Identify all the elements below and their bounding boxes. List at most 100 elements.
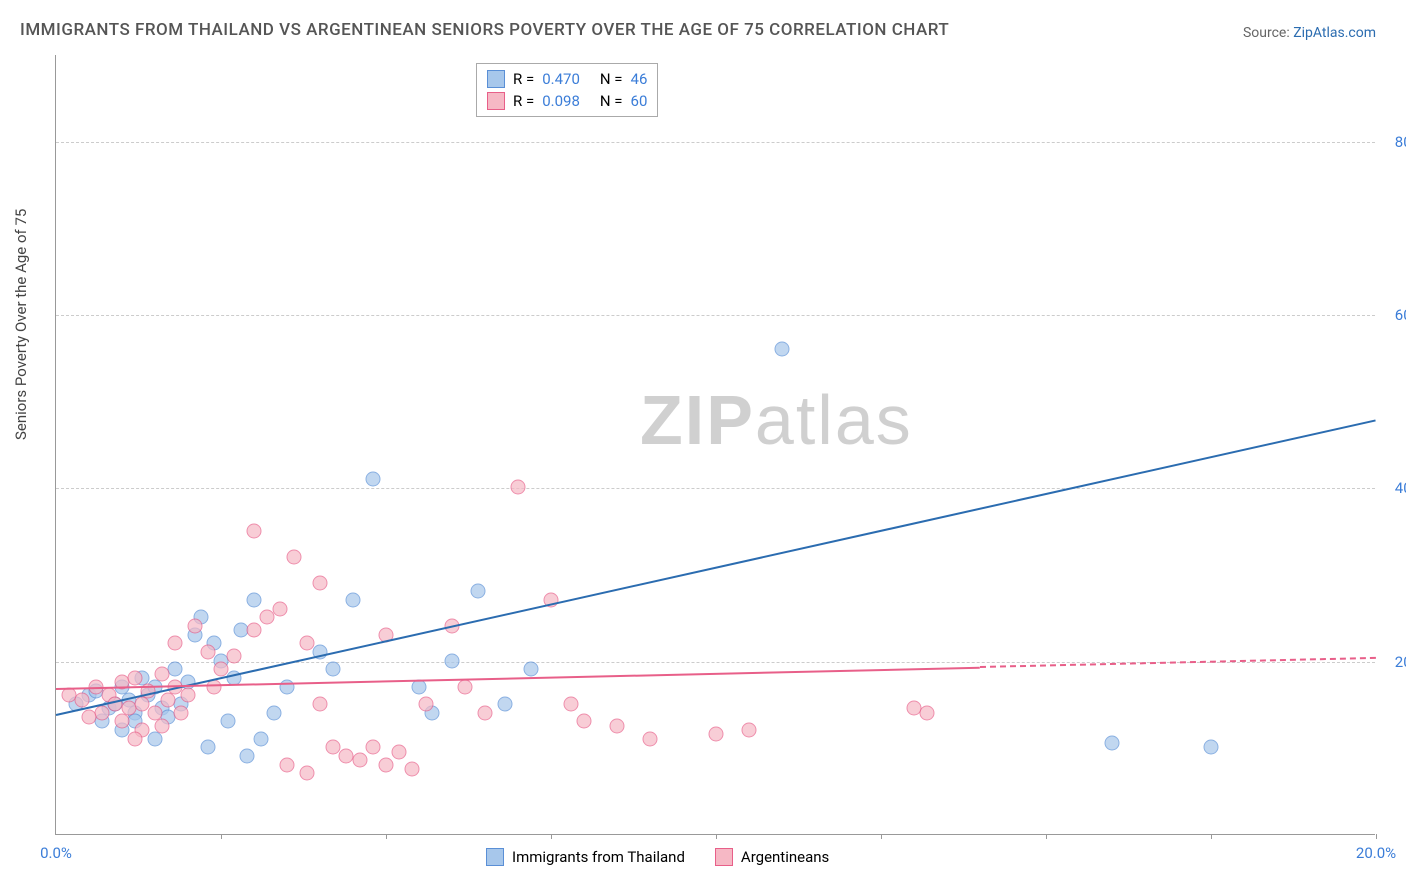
x-tick bbox=[1211, 834, 1212, 839]
n-value: 46 bbox=[631, 70, 648, 88]
legend-swatch bbox=[487, 92, 505, 110]
legend-row: R =0.098N =60 bbox=[487, 90, 647, 112]
scatter-point bbox=[174, 705, 189, 720]
r-value: 0.098 bbox=[542, 92, 580, 110]
scatter-point bbox=[82, 710, 97, 725]
legend-item: Argentineans bbox=[715, 848, 829, 866]
scatter-point bbox=[75, 692, 90, 707]
scatter-point bbox=[154, 666, 169, 681]
scatter-point bbox=[920, 705, 935, 720]
scatter-point bbox=[240, 749, 255, 764]
scatter-point bbox=[379, 757, 394, 772]
scatter-point bbox=[128, 671, 143, 686]
scatter-point bbox=[187, 619, 202, 634]
scatter-point bbox=[95, 705, 110, 720]
gridline bbox=[56, 488, 1375, 489]
x-tick bbox=[1376, 834, 1377, 839]
scatter-point bbox=[313, 697, 328, 712]
scatter-point bbox=[405, 762, 420, 777]
scatter-point bbox=[181, 688, 196, 703]
x-tick bbox=[551, 834, 552, 839]
scatter-point bbox=[154, 718, 169, 733]
gridline bbox=[56, 142, 1375, 143]
legend-swatch bbox=[487, 70, 505, 88]
scatter-point bbox=[115, 714, 130, 729]
scatter-point bbox=[478, 705, 493, 720]
y-tick-label: 60.0% bbox=[1395, 306, 1406, 324]
scatter-point bbox=[511, 480, 526, 495]
scatter-point bbox=[577, 714, 592, 729]
scatter-point bbox=[128, 731, 143, 746]
scatter-point bbox=[445, 653, 460, 668]
scatter-point bbox=[365, 471, 380, 486]
legend-label: Argentineans bbox=[741, 848, 829, 866]
legend-swatch bbox=[486, 848, 504, 866]
scatter-point bbox=[643, 731, 658, 746]
scatter-point bbox=[253, 731, 268, 746]
y-tick-label: 20.0% bbox=[1395, 653, 1406, 671]
scatter-point bbox=[610, 718, 625, 733]
scatter-point bbox=[227, 649, 242, 664]
scatter-point bbox=[352, 753, 367, 768]
scatter-point bbox=[167, 636, 182, 651]
x-tick-label: 20.0% bbox=[1356, 844, 1396, 862]
x-tick bbox=[386, 834, 387, 839]
x-tick bbox=[881, 834, 882, 839]
scatter-point bbox=[286, 549, 301, 564]
scatter-point bbox=[266, 705, 281, 720]
trend-line bbox=[56, 419, 1376, 716]
scatter-point bbox=[260, 610, 275, 625]
scatter-point bbox=[299, 766, 314, 781]
scatter-point bbox=[220, 714, 235, 729]
source-link[interactable]: ZipAtlas.com bbox=[1293, 25, 1376, 41]
scatter-point bbox=[326, 662, 341, 677]
scatter-point bbox=[247, 523, 262, 538]
chart-title: IMMIGRANTS FROM THAILAND VS ARGENTINEAN … bbox=[20, 20, 949, 40]
scatter-point bbox=[346, 593, 361, 608]
trend-line bbox=[980, 657, 1376, 668]
scatter-point bbox=[775, 341, 790, 356]
scatter-point bbox=[280, 757, 295, 772]
plot-area: 20.0%40.0%60.0%80.0%0.0%20.0%R =0.470N =… bbox=[55, 55, 1375, 835]
scatter-point bbox=[709, 727, 724, 742]
scatter-point bbox=[392, 744, 407, 759]
legend-swatch bbox=[715, 848, 733, 866]
correlation-legend: R =0.470N =46R =0.098N =60 bbox=[476, 63, 658, 117]
y-axis-label: Seniors Poverty Over the Age of 75 bbox=[12, 209, 30, 440]
r-value: 0.470 bbox=[542, 70, 580, 88]
scatter-point bbox=[497, 697, 512, 712]
legend-item: Immigrants from Thailand bbox=[486, 848, 685, 866]
scatter-point bbox=[1204, 740, 1219, 755]
gridline bbox=[56, 315, 1375, 316]
n-value: 60 bbox=[631, 92, 648, 110]
x-tick-label: 0.0% bbox=[40, 844, 72, 862]
scatter-point bbox=[418, 697, 433, 712]
scatter-point bbox=[365, 740, 380, 755]
source-label: Source: bbox=[1243, 25, 1293, 41]
x-tick bbox=[716, 834, 717, 839]
scatter-point bbox=[167, 662, 182, 677]
scatter-point bbox=[299, 636, 314, 651]
scatter-point bbox=[200, 645, 215, 660]
series-legend: Immigrants from Thailand Argentineans bbox=[486, 848, 829, 866]
legend-row: R =0.470N =46 bbox=[487, 68, 647, 90]
scatter-point bbox=[742, 723, 757, 738]
scatter-point bbox=[247, 593, 262, 608]
source-citation: Source: ZipAtlas.com bbox=[1243, 25, 1376, 41]
r-label: R = bbox=[513, 70, 534, 88]
scatter-point bbox=[148, 731, 163, 746]
scatter-point bbox=[313, 575, 328, 590]
scatter-point bbox=[563, 697, 578, 712]
x-tick bbox=[221, 834, 222, 839]
scatter-point bbox=[471, 584, 486, 599]
scatter-point bbox=[280, 679, 295, 694]
n-label: N = bbox=[600, 92, 623, 110]
scatter-point bbox=[161, 692, 176, 707]
scatter-point bbox=[273, 601, 288, 616]
scatter-point bbox=[214, 662, 229, 677]
scatter-point bbox=[458, 679, 473, 694]
scatter-point bbox=[200, 740, 215, 755]
scatter-point bbox=[1105, 736, 1120, 751]
scatter-point bbox=[247, 623, 262, 638]
scatter-point bbox=[524, 662, 539, 677]
